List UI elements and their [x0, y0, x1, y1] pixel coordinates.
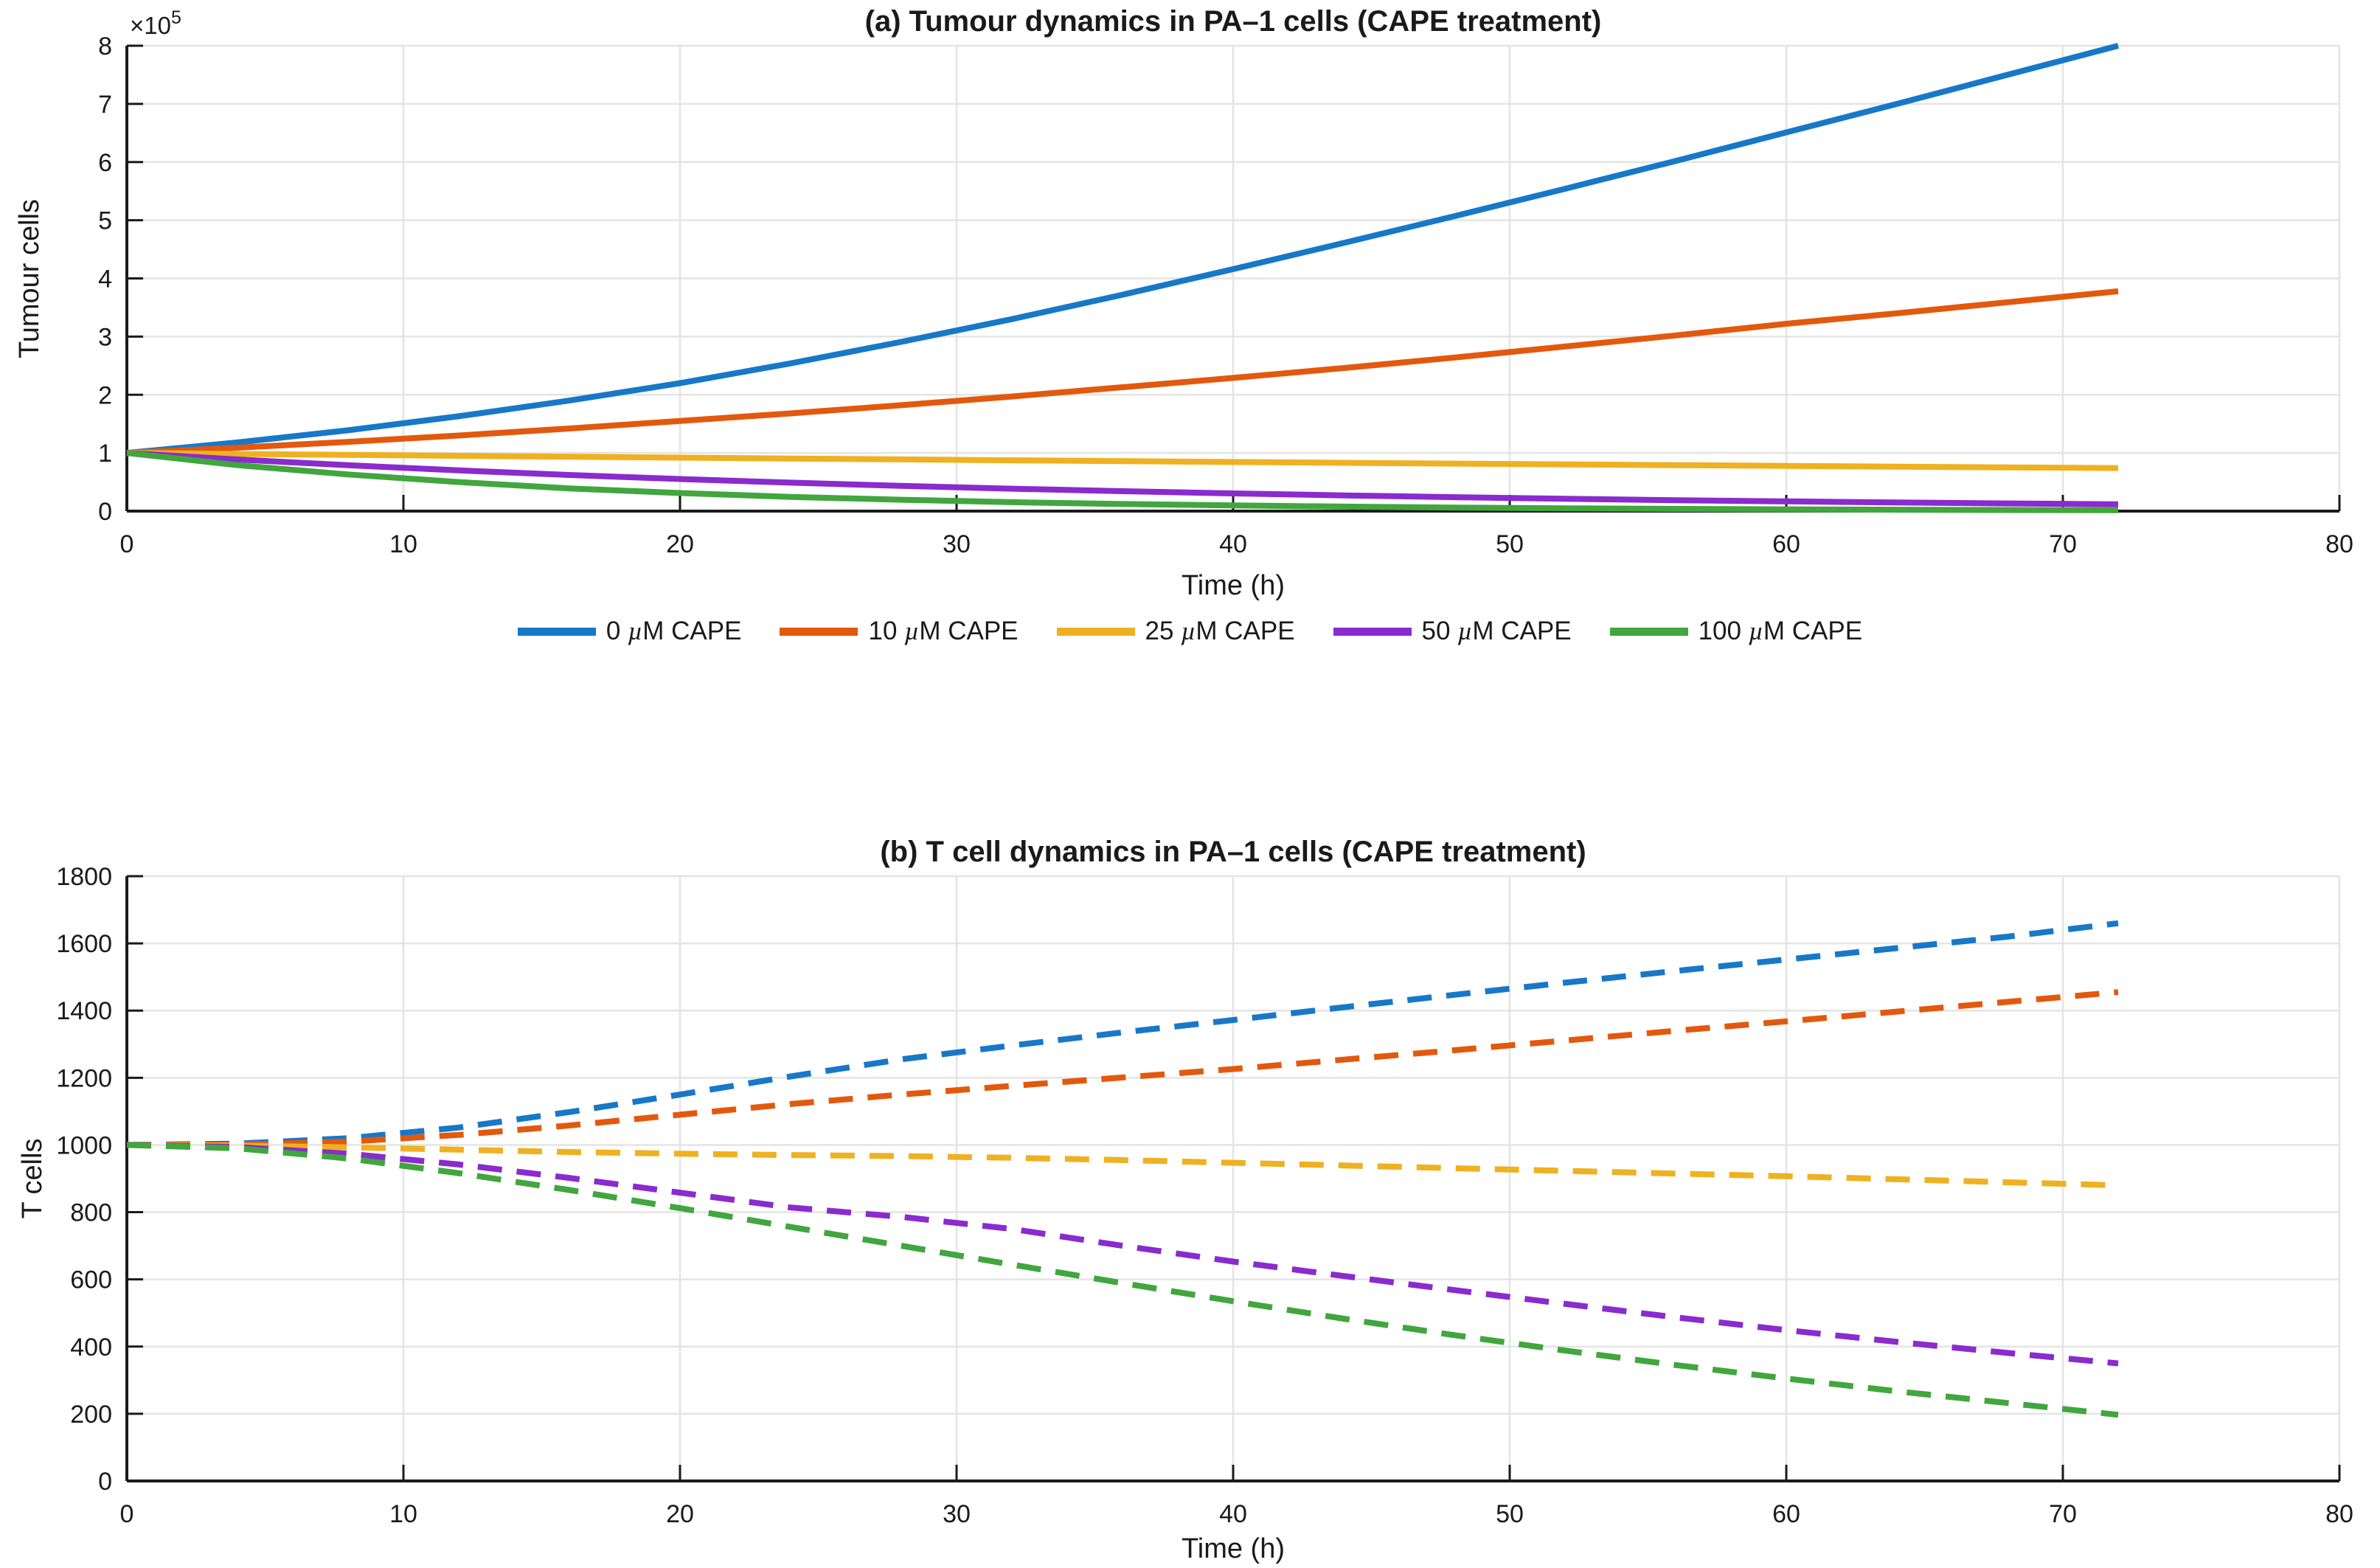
- y-tick-label: 400: [70, 1333, 112, 1361]
- y-tick-label: 1000: [56, 1131, 112, 1159]
- x-tick-label: 30: [943, 1500, 971, 1528]
- plot-a-xlabel: Time (h): [1182, 570, 1285, 601]
- y-tick-label: 6: [98, 149, 112, 177]
- y-tick-label: 8: [98, 32, 112, 60]
- y-tick-label: 600: [70, 1266, 112, 1294]
- y-tick-label: 3: [98, 323, 112, 351]
- legend-swatch-icon: [780, 627, 858, 636]
- series-line-10-µm-cape: [126, 288, 2119, 457]
- legend-item-4: 100 µM CAPE: [1609, 617, 1863, 646]
- legend-swatch-icon: [1056, 627, 1135, 636]
- legend-label: 0 µM CAPE: [606, 617, 742, 645]
- y-tick-label: 1600: [56, 930, 112, 958]
- y-tick-label: 5: [98, 207, 112, 235]
- y-tick-label: 1200: [56, 1064, 112, 1092]
- y-tick-label: 1400: [56, 997, 112, 1025]
- legend-item-2: 25 µM CAPE: [1056, 617, 1295, 646]
- y-tick-label: 2: [98, 381, 112, 409]
- series-line-25-µm-cape: [126, 1142, 2119, 1189]
- series-line-25-µm-cape: [126, 450, 2119, 471]
- y-tick-label: 1800: [56, 863, 112, 891]
- y-tick-label: 0: [98, 1468, 112, 1496]
- x-tick-label: 60: [1772, 1500, 1800, 1528]
- x-tick-label: 30: [943, 530, 971, 558]
- plot-layer: 0 10 20 30 40 50 60 70 8002004006008001000120014…: [56, 863, 2353, 1528]
- legend-item-3: 50 µM CAPE: [1333, 617, 1572, 646]
- series-line-50-µm-cape: [126, 450, 2119, 507]
- legend-label: 10 µM CAPE: [868, 617, 1019, 645]
- series-line-100-µm-cape: [126, 1142, 2119, 1418]
- y-tick-label: 1: [98, 440, 112, 468]
- legend-swatch-icon: [1609, 627, 1688, 636]
- x-tick-label: 0: [120, 1500, 134, 1528]
- legend-item-0: 0 µM CAPE: [517, 617, 742, 646]
- plot-b-title: (b) T cell dynamics in PA–1 cells (CAPE …: [880, 836, 1586, 868]
- x-tick-label: 80: [2325, 1500, 2353, 1528]
- legend-label: 50 µM CAPE: [1421, 617, 1572, 645]
- legend-item-1: 10 µM CAPE: [780, 617, 1019, 646]
- x-tick-label: 60: [1772, 530, 1800, 558]
- x-tick-label: 40: [1219, 1500, 1247, 1528]
- y-tick-label: 0: [98, 498, 112, 526]
- x-tick-label: 0: [120, 530, 134, 558]
- plot-b-ylabel: T cells: [17, 1138, 48, 1218]
- y-tick-label: 800: [70, 1199, 112, 1227]
- x-tick-label: 20: [666, 530, 694, 558]
- legend-swatch-icon: [517, 627, 596, 636]
- plot-b-xlabel: Time (h): [1182, 1533, 1285, 1564]
- y-tick-label: 7: [98, 91, 112, 119]
- y-tick-label: 200: [70, 1401, 112, 1429]
- x-tick-label: 10: [389, 530, 417, 558]
- plot-a-ylabel: Tumour cells: [14, 199, 45, 358]
- x-tick-label: 40: [1219, 530, 1247, 558]
- x-tick-label: 80: [2325, 530, 2353, 558]
- series-line-100-µm-cape: [126, 450, 2119, 513]
- legend-label: 25 µM CAPE: [1145, 617, 1295, 645]
- y-tick-label: 4: [98, 266, 112, 294]
- x-tick-label: 50: [1496, 1500, 1524, 1528]
- x-tick-label: 70: [2049, 1500, 2077, 1528]
- x-tick-label: 20: [666, 1500, 694, 1528]
- tcell-plot: 0 10 20 30 40 50 60 70 8002004006008001000120014…: [17, 836, 2353, 1564]
- plot-a-y-multiplier: ×105: [130, 7, 181, 39]
- x-tick-label: 70: [2049, 530, 2077, 558]
- series-line-50-µm-cape: [126, 1142, 2119, 1367]
- series-line-0-µm-cape: [126, 43, 2120, 457]
- x-tick-label: 10: [389, 1500, 417, 1528]
- legend-label: 100 µM CAPE: [1698, 617, 1863, 645]
- series-line-10-µm-cape: [126, 989, 2119, 1148]
- tumour-plot: 0 10 20 30 40 50 60 70 80 0 1 2 3 4 5 6 7 8 (a) Tumour dy…: [14, 5, 2353, 601]
- series-line-0-µm-cape: [126, 920, 2119, 1148]
- plot-a-title: (a) Tumour dynamics in PA–1 cells (CAPE …: [865, 5, 1602, 38]
- legend-swatch-icon: [1333, 627, 1412, 636]
- legend: 0 µM CAPE 10 µM CAPE 25 µM CAPE 50 µM CAPE 1…: [0, 617, 2380, 646]
- x-tick-label: 50: [1496, 530, 1524, 558]
- plot-layer: 0 10 20 30 40 50 60 70 80 0 1 2 3 4 5 6 7 8: [98, 32, 2353, 558]
